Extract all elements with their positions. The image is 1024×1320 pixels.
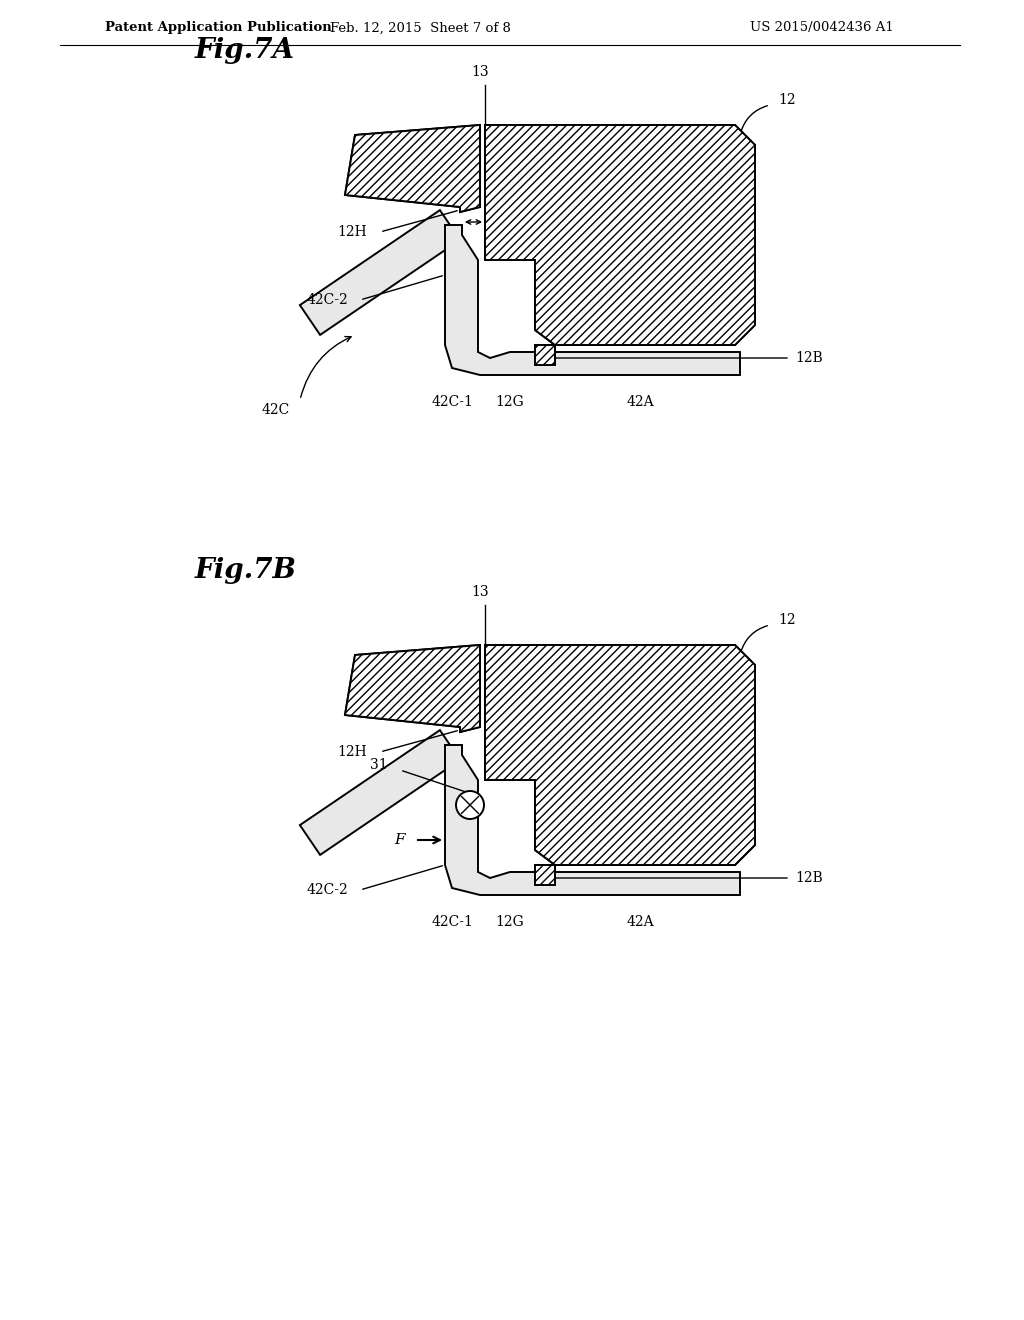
Text: 13: 13 — [471, 585, 488, 599]
Polygon shape — [485, 125, 755, 345]
Polygon shape — [300, 730, 460, 855]
Text: 42C-2: 42C-2 — [306, 883, 348, 898]
Text: 42A: 42A — [627, 915, 653, 929]
Text: 12G: 12G — [496, 395, 524, 409]
Text: 42C-1: 42C-1 — [431, 395, 473, 409]
Polygon shape — [300, 210, 460, 335]
Polygon shape — [485, 645, 755, 865]
Text: 12G: 12G — [496, 915, 524, 929]
Text: 12B: 12B — [795, 351, 822, 366]
Text: F: F — [394, 833, 406, 847]
Text: 12B: 12B — [795, 871, 822, 884]
Text: 42C-2: 42C-2 — [306, 293, 348, 308]
Polygon shape — [535, 865, 555, 884]
Text: Patent Application Publication: Patent Application Publication — [105, 21, 332, 34]
Text: d1: d1 — [495, 215, 511, 228]
Text: 12: 12 — [778, 92, 796, 107]
Text: 42A: 42A — [627, 395, 653, 409]
Text: 31: 31 — [371, 758, 388, 772]
Polygon shape — [535, 345, 555, 366]
Polygon shape — [345, 125, 480, 213]
Polygon shape — [345, 125, 480, 213]
Text: 42C: 42C — [262, 403, 290, 417]
Text: Feb. 12, 2015  Sheet 7 of 8: Feb. 12, 2015 Sheet 7 of 8 — [330, 21, 510, 34]
Polygon shape — [445, 744, 740, 895]
Text: Fig.7B: Fig.7B — [195, 557, 297, 583]
Text: 12H: 12H — [337, 744, 367, 759]
Text: Fig.7A: Fig.7A — [195, 37, 295, 63]
Text: 42C-1: 42C-1 — [431, 915, 473, 929]
Text: US 2015/0042436 A1: US 2015/0042436 A1 — [750, 21, 894, 34]
Polygon shape — [445, 224, 740, 375]
Polygon shape — [345, 645, 480, 733]
Text: 12H: 12H — [337, 224, 367, 239]
Polygon shape — [535, 865, 555, 884]
Polygon shape — [485, 645, 755, 865]
Polygon shape — [535, 345, 555, 366]
Polygon shape — [485, 125, 755, 345]
Circle shape — [456, 791, 484, 818]
Text: 12: 12 — [778, 612, 796, 627]
Text: 13: 13 — [471, 65, 488, 79]
Polygon shape — [345, 645, 480, 733]
